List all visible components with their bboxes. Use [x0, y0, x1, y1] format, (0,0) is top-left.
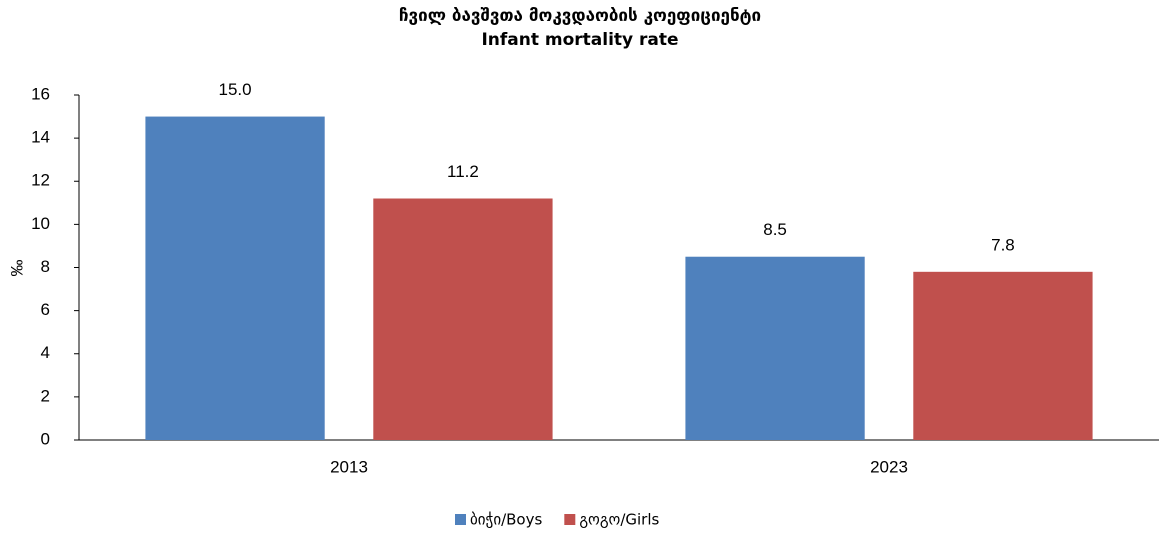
bar: [913, 271, 1093, 440]
x-tick-label: 2013: [330, 457, 368, 476]
y-tick-label: 4: [41, 343, 50, 362]
legend-swatch: [455, 514, 466, 525]
y-tick-label: 12: [31, 171, 50, 190]
legend-label: ბიჭი/Boys: [470, 511, 542, 529]
bar: [145, 116, 325, 440]
value-label: 15.0: [219, 80, 252, 99]
y-tick-label: 2: [41, 386, 50, 405]
bar: [685, 256, 865, 440]
bar: [373, 198, 553, 440]
chart-title: ჩვილ ბავშვთა მოკვდაობის კოეფიციენტი: [399, 6, 761, 26]
legend-label: გოგო/Girls: [579, 511, 659, 529]
value-label: 11.2: [447, 162, 479, 181]
y-tick-label: 6: [41, 300, 50, 319]
y-tick-label: 8: [41, 257, 50, 276]
y-tick-label: 14: [31, 128, 50, 147]
y-tick-label: 0: [41, 429, 50, 448]
value-label: 7.8: [991, 235, 1015, 254]
value-label: 8.5: [763, 220, 787, 239]
y-tick-label: 16: [31, 84, 50, 103]
y-tick-label: 10: [31, 214, 50, 233]
chart-subtitle: Infant mortality rate: [481, 30, 678, 50]
y-axis-label: ‰: [7, 260, 26, 277]
legend-swatch: [564, 514, 576, 525]
x-tick-label: 2023: [870, 457, 908, 476]
